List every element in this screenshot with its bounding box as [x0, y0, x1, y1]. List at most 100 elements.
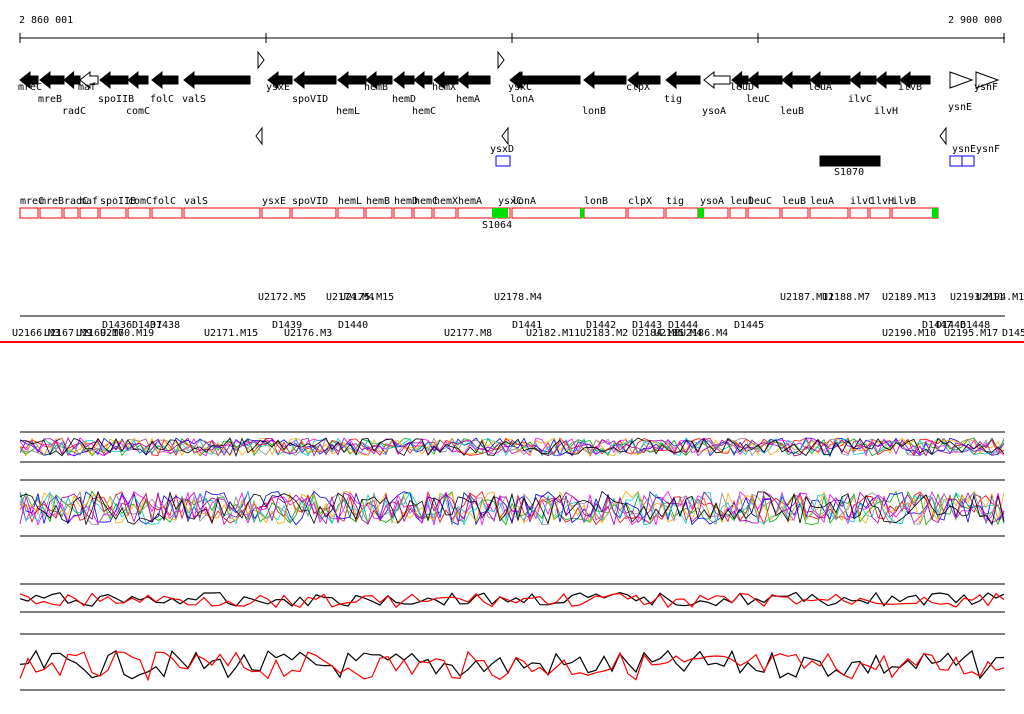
strand-marker	[497, 50, 505, 70]
gene-arrow	[183, 70, 251, 90]
gene-label: ysnF	[974, 82, 998, 93]
gene-arrow	[19, 70, 39, 90]
strand-marker	[257, 50, 265, 70]
start-coordinate: 2 860 001	[19, 15, 73, 26]
gene-arrow	[39, 70, 65, 90]
gene-arrow	[337, 70, 367, 90]
track-label: ysxC	[498, 196, 522, 207]
track-label: mreB	[40, 196, 64, 207]
gene-label: spoVID	[292, 94, 328, 105]
gene-label: clpX	[626, 82, 650, 93]
gene-arrow	[703, 70, 731, 90]
end-coordinate: 2 900 000	[948, 15, 1002, 26]
segment-label: U2186.M4	[680, 328, 728, 339]
track-box	[151, 207, 183, 219]
gene-label: valS	[182, 94, 206, 105]
segment-label: U2184.M8	[632, 328, 680, 339]
track-tag: S1064	[482, 220, 512, 231]
gene-label: hemB	[364, 82, 388, 93]
gene-label: leuD	[730, 82, 754, 93]
segment-label: D1445	[734, 320, 764, 331]
track-box	[457, 207, 497, 219]
feature-track: ysxD S1070 ysnE ysnF	[490, 144, 1000, 178]
track-box	[699, 207, 729, 219]
segment-label: D1437	[132, 320, 162, 331]
segment-label: D1439	[272, 320, 302, 331]
gene-label: leuA	[808, 82, 832, 93]
track-label: lonA	[512, 196, 536, 207]
profile-line	[19, 437, 1005, 458]
gene-label: tig	[664, 94, 682, 105]
track-box	[39, 207, 63, 219]
segment-label: D145	[1002, 328, 1024, 339]
gene-label: hemD	[392, 94, 416, 105]
feature-label: ysnF	[976, 144, 1000, 155]
track-label: hemC	[414, 196, 438, 207]
profile-line	[19, 491, 1005, 527]
segment-label: U2171.M15	[204, 328, 258, 339]
track-box	[393, 207, 413, 219]
segment-label: U2167.M9	[44, 328, 92, 339]
gene-label: hemA	[456, 94, 480, 105]
track-box	[413, 207, 433, 219]
summary-line	[19, 591, 1005, 607]
track-box	[729, 207, 747, 219]
coordinate-ruler: 2 860 001 2 900 000	[19, 15, 1005, 43]
segment-label: U2183.M2	[580, 328, 628, 339]
highlight-block	[932, 208, 938, 218]
track-box	[19, 207, 39, 219]
gene-label: lonA	[510, 94, 534, 105]
strand-marker	[255, 126, 263, 146]
track-box	[63, 207, 79, 219]
profile-line	[19, 490, 1005, 525]
track-label: maf	[80, 196, 98, 207]
gene-label: ilvC	[848, 94, 872, 105]
gene-arrow	[457, 70, 491, 90]
track-box	[849, 207, 869, 219]
track-label: leuC	[748, 196, 772, 207]
highlight-block	[698, 208, 704, 218]
strand-marker	[939, 126, 947, 146]
segment-label: D1448	[960, 320, 990, 331]
segment-label: U2185.M4	[654, 328, 702, 339]
profile-line	[19, 437, 1005, 457]
segment-label: U2176.M3	[284, 328, 332, 339]
track-label: hemD	[394, 196, 418, 207]
segment-label: D1443	[632, 320, 662, 331]
segment-label: U2195.M17	[944, 328, 998, 339]
track-label: clpX	[628, 196, 652, 207]
gene-label: spoIIB	[98, 94, 134, 105]
gene-label: ysoA	[702, 106, 726, 117]
feature-label: ysnE	[952, 144, 976, 155]
track-box	[127, 207, 151, 219]
track-box	[809, 207, 849, 219]
segment-label: D1444	[668, 320, 698, 331]
track-box	[261, 207, 291, 219]
track-label: hemX	[434, 196, 458, 207]
gene-label: ilvH	[874, 106, 898, 117]
gene-arrow	[665, 70, 701, 90]
segment-label: U2175.M15	[340, 292, 394, 303]
highlight-block	[492, 208, 508, 218]
track-label: comC	[128, 196, 152, 207]
gene-label: leuB	[780, 106, 804, 117]
gene-label: ysnE	[948, 102, 972, 113]
track-box	[99, 207, 127, 219]
track-label: hemL	[338, 196, 362, 207]
segment-label: U2169.M6	[76, 328, 124, 339]
gene-label: comC	[126, 106, 150, 117]
gene-label: hemL	[336, 106, 360, 117]
track-label: ysxE	[262, 196, 286, 207]
gene-arrow	[413, 70, 433, 90]
gene-arrow	[949, 71, 974, 89]
segment-label: U2187.M11	[780, 292, 834, 303]
track-label: leuD	[730, 196, 754, 207]
feature-box	[819, 155, 881, 167]
segment-label: U2194.M1	[976, 292, 1024, 303]
gene-arrow	[849, 70, 877, 90]
profile-line	[19, 437, 1005, 457]
segment-label: U2172.M5	[258, 292, 306, 303]
summary-line	[19, 650, 1005, 682]
track-box	[433, 207, 457, 219]
